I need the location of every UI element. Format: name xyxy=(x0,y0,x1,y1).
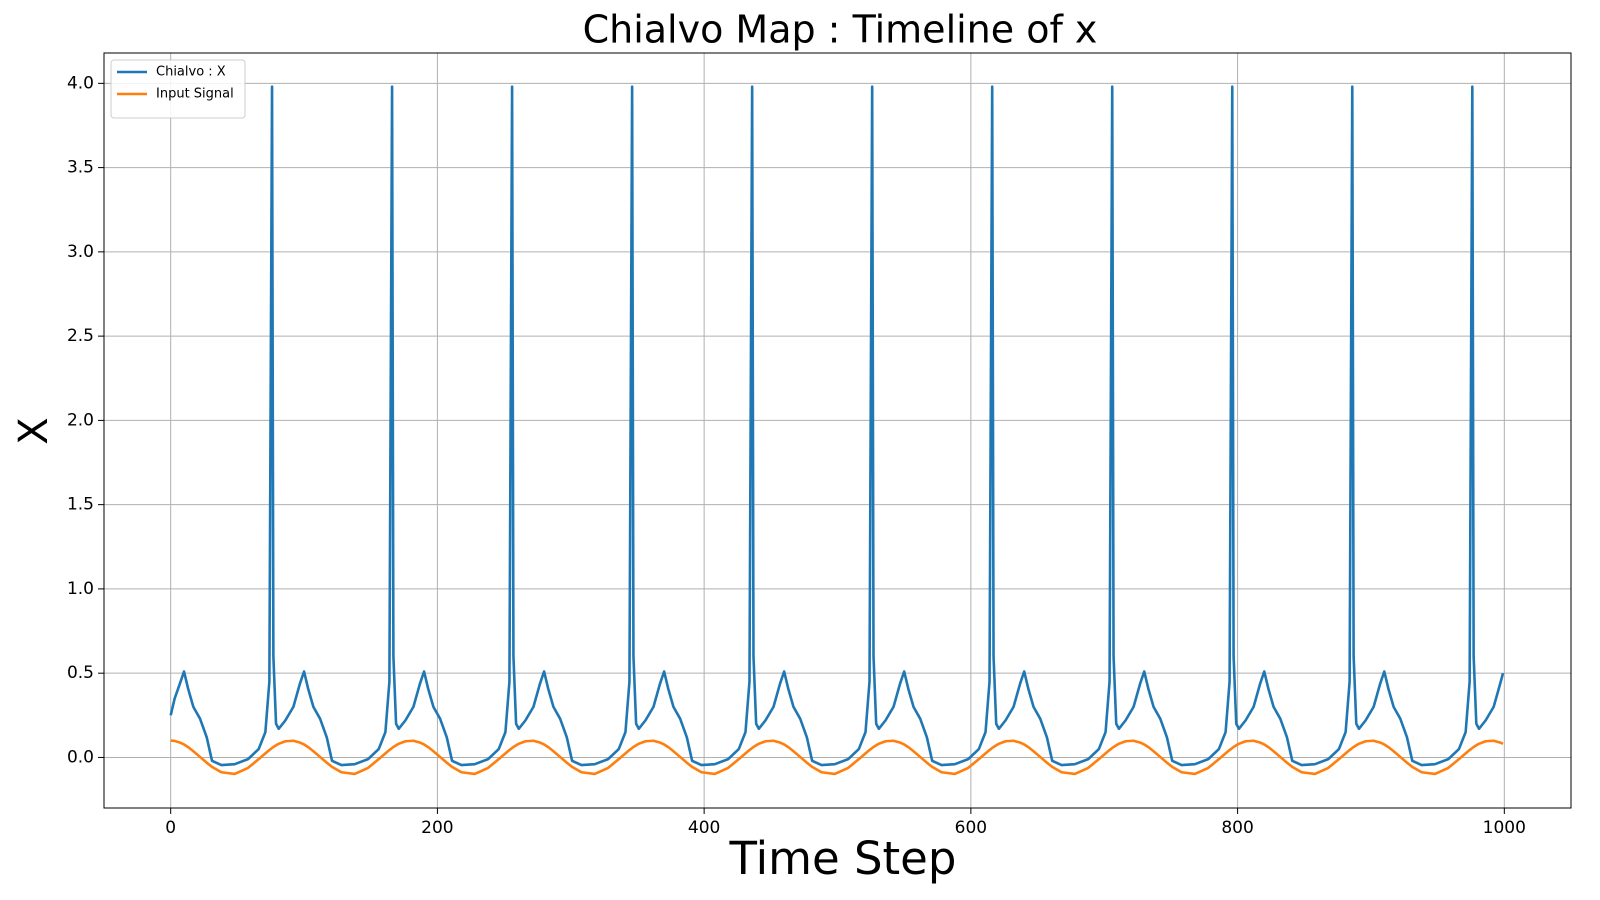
y-tick-label: 3.0 xyxy=(67,242,94,262)
y-tick-label: 2.5 xyxy=(67,326,94,346)
x-tick-label: 0 xyxy=(165,818,176,838)
y-tick-label: 2.0 xyxy=(67,410,94,430)
line-series xyxy=(169,85,1505,767)
legend-label: Chialvo : X xyxy=(156,65,226,80)
y-axis-label: X xyxy=(11,417,57,444)
x-tick-label: 400 xyxy=(688,818,720,838)
x-tick-label: 200 xyxy=(421,818,453,838)
y-tick-label: 3.5 xyxy=(67,158,94,178)
x-tick-label: 1000 xyxy=(1483,818,1526,838)
line-series xyxy=(170,739,1504,776)
y-tick-label: 0.5 xyxy=(67,663,94,683)
x-axis-label: Time Step xyxy=(729,832,957,885)
y-tick-label: 4.0 xyxy=(67,73,94,93)
chart-title: Chialvo Map : Timeline of x xyxy=(583,8,1098,52)
x-tick-label: 600 xyxy=(955,818,987,838)
y-tick-label: 1.5 xyxy=(67,495,94,515)
legend-label: Input Signal xyxy=(156,87,234,102)
x-tick-label: 800 xyxy=(1221,818,1253,838)
plot-frame xyxy=(103,52,1572,809)
y-tick-label: 0.0 xyxy=(67,747,94,767)
y-tick-label: 1.0 xyxy=(67,579,94,599)
legend-box xyxy=(110,59,246,119)
